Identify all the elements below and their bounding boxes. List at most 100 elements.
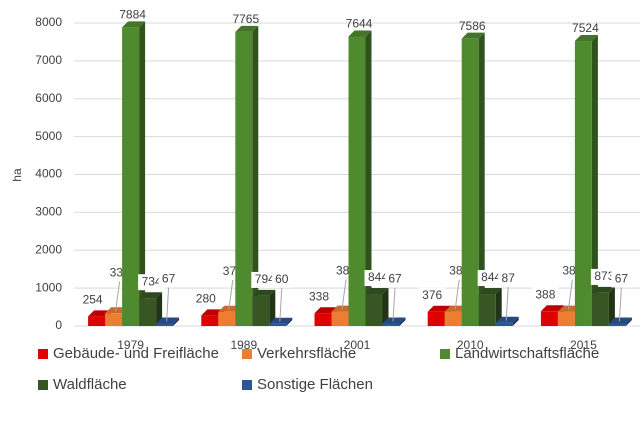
y-tick-label: 4000 bbox=[35, 167, 62, 181]
bar-side bbox=[478, 32, 485, 327]
label-box bbox=[531, 287, 559, 304]
legend-label: Verkehrsfläche bbox=[257, 345, 356, 362]
bar-top bbox=[427, 305, 451, 312]
bar bbox=[478, 294, 496, 326]
bar bbox=[608, 323, 626, 326]
bar bbox=[461, 38, 479, 327]
data-label: 280 bbox=[196, 292, 216, 306]
data-label: 67 bbox=[388, 272, 402, 286]
label-box bbox=[251, 271, 279, 288]
bar-top bbox=[608, 317, 632, 324]
legend-swatch bbox=[38, 380, 48, 390]
bar-side bbox=[252, 25, 259, 326]
y-tick-label: 0 bbox=[55, 318, 62, 332]
data-label: 7644 bbox=[346, 17, 373, 31]
leader-line bbox=[618, 287, 622, 322]
bar-top bbox=[591, 286, 615, 293]
legend-label: Landwirtschaftsfläche bbox=[455, 345, 599, 362]
bar-side bbox=[512, 316, 519, 326]
bar-side bbox=[365, 30, 372, 327]
label-box bbox=[79, 292, 107, 309]
data-label: 67 bbox=[162, 272, 176, 286]
legend-swatch bbox=[242, 380, 252, 390]
data-label: 376 bbox=[422, 288, 442, 302]
label-box bbox=[477, 270, 505, 287]
data-label: 873 bbox=[594, 269, 614, 283]
bar-top bbox=[495, 316, 519, 323]
y-tick-label: 5000 bbox=[35, 129, 62, 143]
bar-side bbox=[156, 292, 163, 326]
bar-side bbox=[625, 317, 632, 326]
legend-label: Gebäude- und Freifläche bbox=[53, 345, 219, 362]
bar-side bbox=[591, 35, 598, 326]
bar-top bbox=[139, 292, 163, 299]
leader-line bbox=[341, 279, 347, 310]
x-tick-label: 1989 bbox=[230, 338, 257, 352]
bar bbox=[156, 323, 174, 326]
bar bbox=[88, 316, 106, 326]
bar-side bbox=[269, 289, 276, 326]
bar-side bbox=[495, 288, 502, 326]
bar-top bbox=[156, 317, 180, 324]
bar-side bbox=[608, 286, 615, 326]
bar bbox=[591, 292, 609, 326]
bar-top bbox=[252, 289, 276, 296]
bar bbox=[269, 323, 287, 326]
label-box bbox=[590, 268, 618, 285]
leader-line bbox=[505, 286, 509, 321]
label-box bbox=[498, 270, 519, 287]
data-label: 734 bbox=[142, 274, 162, 288]
bar-top bbox=[348, 30, 372, 37]
data-label: 7765 bbox=[232, 12, 259, 26]
bar bbox=[314, 313, 332, 326]
bar-top bbox=[478, 288, 502, 295]
bar-side bbox=[399, 317, 406, 326]
leader-line bbox=[392, 287, 396, 322]
label-box bbox=[385, 271, 405, 288]
legend-label: Sonstige Flächen bbox=[257, 376, 373, 393]
y-axis-label: ha bbox=[10, 168, 24, 182]
x-tick-label: 2001 bbox=[344, 338, 371, 352]
x-tick-label: 2010 bbox=[457, 338, 484, 352]
bar bbox=[348, 36, 366, 327]
bar-side bbox=[139, 21, 146, 327]
y-tick-label: 6000 bbox=[35, 91, 62, 105]
bar-side bbox=[286, 317, 293, 326]
bar bbox=[574, 41, 592, 326]
data-label: 388 bbox=[535, 287, 555, 301]
bar bbox=[540, 311, 558, 326]
leader-line bbox=[279, 287, 283, 322]
bar bbox=[105, 313, 123, 326]
data-label: 7586 bbox=[459, 19, 486, 33]
label-box bbox=[305, 289, 333, 306]
y-tick-label: 8000 bbox=[35, 15, 62, 29]
data-label: 60 bbox=[275, 272, 289, 286]
data-label: 7524 bbox=[572, 21, 599, 35]
leader-line bbox=[454, 279, 460, 310]
data-label: 844 bbox=[368, 270, 388, 284]
bar-top bbox=[574, 35, 598, 42]
label-box bbox=[192, 291, 220, 308]
data-label: 67 bbox=[615, 272, 629, 286]
leader-line bbox=[166, 287, 170, 322]
bar bbox=[444, 311, 462, 326]
bar-top bbox=[540, 305, 564, 312]
bar bbox=[218, 311, 236, 326]
bar bbox=[382, 323, 400, 326]
bar-top bbox=[461, 32, 485, 39]
leader-line bbox=[567, 279, 573, 310]
label-box bbox=[364, 270, 392, 287]
bar-top bbox=[235, 25, 259, 32]
legend-swatch bbox=[440, 349, 450, 359]
bar bbox=[139, 298, 157, 326]
data-label: 7884 bbox=[119, 8, 146, 22]
label-box bbox=[158, 271, 179, 288]
legend-label: Waldfläche bbox=[53, 376, 127, 393]
y-tick-label: 1000 bbox=[35, 280, 62, 294]
y-tick-label: 7000 bbox=[35, 53, 62, 67]
bar bbox=[252, 295, 270, 326]
y-tick-label: 2000 bbox=[35, 242, 62, 256]
legend-swatch bbox=[242, 349, 252, 359]
leader-line bbox=[115, 281, 121, 312]
